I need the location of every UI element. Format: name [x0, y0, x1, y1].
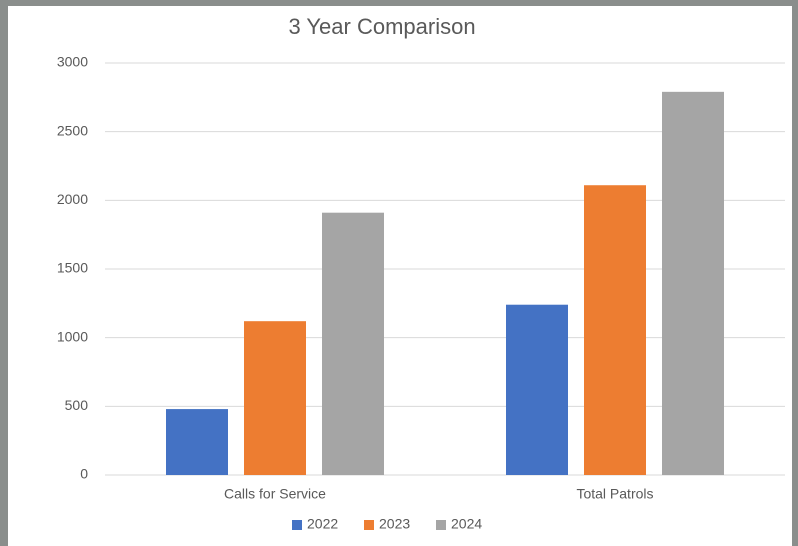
legend-swatch [292, 520, 302, 530]
bar [244, 321, 306, 475]
chart-title: 3 Year Comparison [288, 14, 475, 39]
legend-swatch [436, 520, 446, 530]
bar [322, 212, 384, 475]
legend-label: 2022 [307, 516, 338, 532]
bar [506, 304, 568, 475]
bar [166, 409, 228, 475]
y-tick-label: 2000 [57, 191, 88, 207]
y-tick-label: 1000 [57, 328, 88, 344]
chart-panel [8, 6, 792, 546]
bar [584, 185, 646, 475]
bar [662, 91, 724, 475]
y-tick-label: 1500 [57, 260, 88, 276]
y-tick-label: 500 [65, 397, 89, 413]
y-tick-label: 0 [80, 466, 88, 482]
x-tick-label: Total Patrols [576, 486, 653, 502]
legend-label: 2024 [451, 516, 482, 532]
legend-swatch [364, 520, 374, 530]
y-tick-label: 2500 [57, 122, 88, 138]
legend-label: 2023 [379, 516, 410, 532]
y-tick-label: 3000 [57, 54, 88, 70]
x-tick-label: Calls for Service [224, 486, 326, 502]
